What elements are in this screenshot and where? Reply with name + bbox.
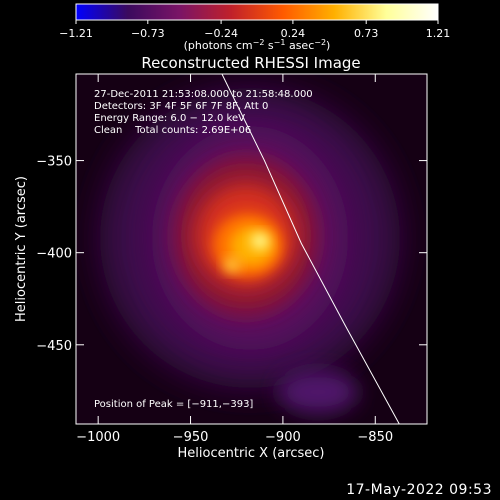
colorbar-tick-label: 0.73	[354, 27, 379, 40]
clean-counts-annotation: Clean Total counts: 2.69E+06	[94, 125, 251, 136]
y-tick-label: −400	[36, 247, 72, 262]
y-tick-label: −350	[36, 155, 72, 170]
axis-ticks: −1000 −950 −900 −850 −350 −400 −450	[36, 74, 427, 445]
emission-dark-lobe	[278, 370, 358, 414]
x-tick-label: −950	[173, 430, 209, 445]
time-range-annotation: 27‐Dec‐2011 21:53:08.000 to 21:58:48.000	[94, 89, 313, 100]
colorbar-tick-label: 1.21	[426, 27, 451, 40]
colorbar-ticks: −1.21 −0.73 −0.24 0.24 0.73 1.21	[59, 20, 450, 40]
peak-position-label: Position of Peak = [−911,−393]	[94, 399, 253, 410]
detectors-annotation: Detectors: 3F 4F 5F 6F 7F 8F, Att 0	[94, 101, 268, 112]
emission-hot-spot-lower	[224, 258, 240, 272]
y-axis-label: Heliocentric Y (arcsec)	[14, 176, 29, 322]
energy-range-annotation: Energy Range: 6.0 − 12.0 keV	[94, 113, 245, 124]
x-tick-label: −850	[357, 430, 393, 445]
colorbar-tick-label: −0.73	[131, 27, 165, 40]
plot-frame	[75, 73, 428, 425]
x-axis-label: Heliocentric X (arcsec)	[178, 446, 325, 461]
colorbar-tick-label: −0.24	[204, 27, 238, 40]
colorbar-unit-label: (photons cm−2 s−1 asec−2)	[184, 38, 331, 52]
colorbar-tick-label: −1.21	[59, 27, 93, 40]
chart-title: Reconstructed RHESSI Image	[141, 54, 360, 72]
solar-limb-line	[221, 74, 400, 424]
x-tick-label: −1000	[76, 430, 120, 445]
colorbar-tick-label: 0.24	[281, 27, 306, 40]
x-tick-label: −900	[265, 430, 301, 445]
colorbar	[75, 3, 439, 21]
date-stamp: 17‐May‐2022 09:53	[346, 482, 492, 498]
y-tick-label: −450	[36, 339, 72, 354]
emission-hot-spot-main	[251, 233, 269, 249]
image-area	[76, 74, 427, 424]
